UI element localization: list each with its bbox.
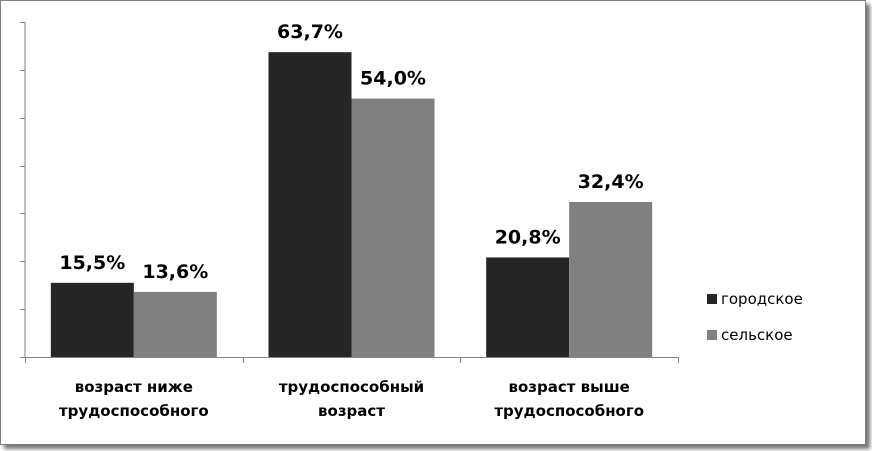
category-labels: возраст ниже трудоспособного трудоспособны… — [59, 378, 644, 420]
legend-label: городское — [721, 290, 803, 308]
bar — [569, 201, 653, 357]
data-label: 54,0% — [360, 68, 426, 90]
legend: городское сельское — [707, 290, 803, 344]
data-label: 63,7% — [277, 21, 343, 43]
legend-label: сельское — [721, 326, 793, 344]
x-tick-label: трудоспособный — [279, 378, 424, 396]
bar — [50, 282, 134, 357]
bar — [486, 257, 570, 357]
data-label: 20,8% — [495, 226, 561, 248]
x-tick-label: трудоспособного — [494, 402, 644, 420]
axes — [20, 22, 679, 363]
x-tick-label: трудоспособного — [59, 402, 209, 420]
x-tick-label: возраст выше — [508, 378, 629, 396]
x-tick-label: возраст ниже — [75, 378, 193, 396]
bar — [133, 291, 217, 357]
bars — [50, 52, 653, 358]
value-labels: 15,5% 13,6% 63,7% 54,0% 20,8% 32,4% — [59, 21, 643, 283]
x-tick-label: возраст — [318, 402, 385, 420]
data-label: 15,5% — [59, 252, 125, 274]
data-label: 32,4% — [578, 171, 644, 193]
data-label: 13,6% — [142, 261, 208, 283]
legend-swatch — [707, 330, 717, 340]
legend-swatch — [707, 294, 717, 304]
bar — [351, 98, 435, 358]
bar — [268, 52, 352, 358]
